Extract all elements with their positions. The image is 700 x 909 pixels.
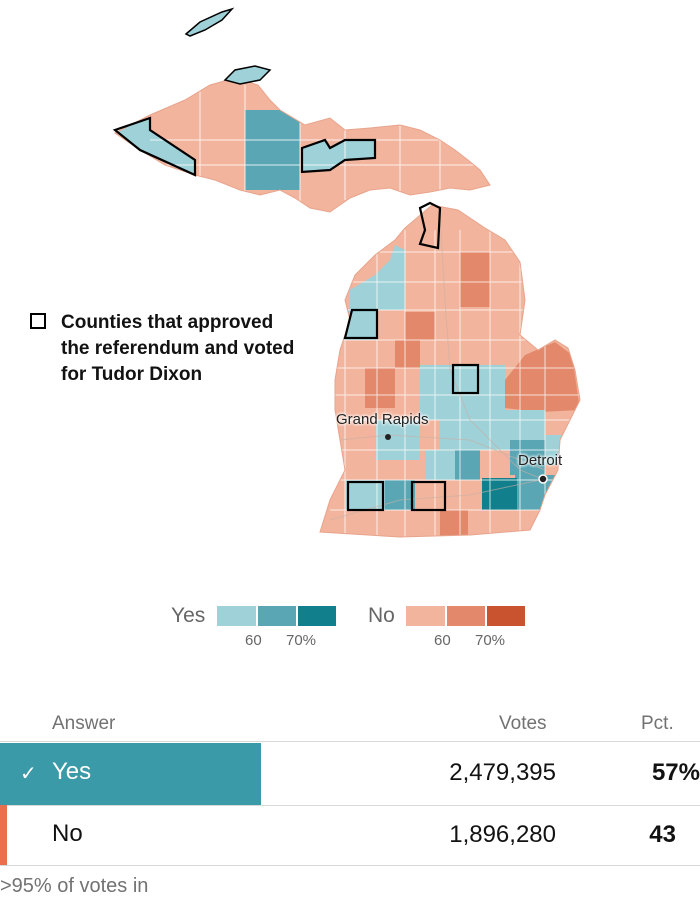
outline-alger (300, 138, 377, 174)
no-color-marker (0, 805, 7, 865)
outline-vanburen (346, 480, 385, 512)
county-marquette (245, 110, 300, 190)
county-ogemaw (460, 252, 490, 307)
outline-swatch (30, 313, 46, 329)
header-answer: Answer (52, 713, 116, 734)
legend-no-label: No (368, 604, 395, 627)
legend-yes-medium (258, 606, 296, 626)
reporting-status: >95% of votes in (0, 875, 149, 897)
isle-royale (184, 7, 235, 37)
row-divider-bottom (0, 865, 700, 866)
outline-gogebic (112, 116, 197, 177)
check-icon: ✓ (20, 763, 37, 785)
outline-mackinac-island (418, 201, 442, 250)
county-oakland (510, 440, 545, 475)
outline-branch (410, 480, 447, 512)
county-eaton (425, 450, 455, 480)
header-divider (0, 741, 700, 742)
legend-no-light (406, 606, 445, 626)
pct-no: 43 (649, 821, 676, 848)
legend-no-tick-60: 60 (434, 632, 451, 649)
county-kent (375, 420, 420, 460)
county-washtenaw (482, 478, 517, 510)
outline-bay (451, 363, 480, 395)
county-kalamazoo (345, 480, 385, 510)
pct-yes: 57% (651, 759, 700, 786)
city-label-detroit: Detroit (518, 452, 563, 469)
county-alger (302, 140, 375, 172)
votes-yes: 2,479,395 (449, 759, 556, 786)
votes-no: 1,896,280 (449, 821, 556, 848)
legend-yes-tick-60: 60 (245, 632, 262, 649)
legend-no-tick-70: 70% (475, 632, 506, 649)
county-clare (405, 312, 435, 340)
legend-yes-label: Yes (171, 604, 206, 627)
header-pct: Pct. (641, 713, 674, 734)
legend-no-dark (487, 606, 525, 626)
county-isabella (395, 340, 420, 368)
detroit-dot (538, 474, 548, 484)
island (223, 65, 272, 85)
legend-yes-tick-70: 70% (286, 632, 317, 649)
county-hillsdale (440, 510, 468, 537)
row-divider (0, 805, 700, 806)
table-row-yes: ✓ Yes 2,479,395 57% (0, 743, 700, 805)
county-gogebic (115, 118, 195, 175)
legend-no-medium (447, 606, 485, 626)
michigan-county-map (112, 7, 581, 538)
outline-callout-text: Counties that approved the referendum an… (61, 312, 295, 385)
city-label-grand-rapids: Grand Rapids (336, 411, 429, 428)
outline-mason (343, 308, 379, 340)
county-ingham (455, 450, 480, 480)
legend-yes-light (217, 606, 256, 626)
upper-peninsula (115, 78, 490, 212)
dixon-yes-outlines (112, 116, 480, 512)
answer-yes: Yes (52, 758, 92, 785)
table-row-no: No 1,896,280 43 (0, 805, 700, 865)
county-calhoun (385, 480, 415, 510)
county-shiawassee (440, 420, 500, 450)
legend-yes-dark (298, 606, 336, 626)
county-montcalm (365, 368, 395, 408)
header-votes: Votes (499, 713, 547, 734)
grand-rapids-dot (385, 434, 391, 440)
winner-highlight (0, 743, 261, 805)
answer-no: No (52, 820, 83, 847)
